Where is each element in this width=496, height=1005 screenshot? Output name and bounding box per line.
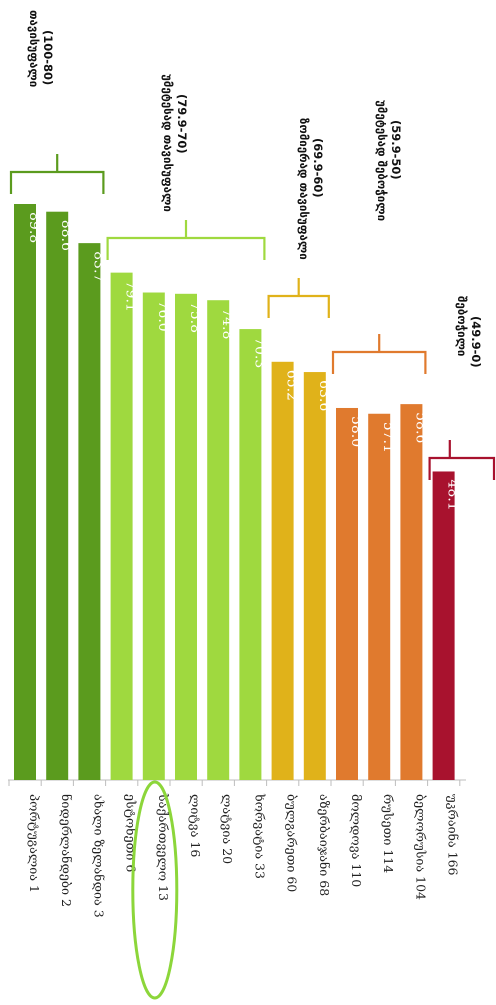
bar-4 xyxy=(110,272,133,780)
value-label-10: 63.6 xyxy=(316,380,332,411)
value-label-4: 79.1 xyxy=(123,281,139,312)
group-name: შებოჭილი xyxy=(455,296,469,356)
group-bracket-3 xyxy=(267,294,330,318)
group-name: უმეტესად შებოჭილი xyxy=(375,100,389,221)
category-label-7: ლატვია 20 xyxy=(220,794,235,864)
category-label-9: ბულგარეთი 60 xyxy=(285,794,300,892)
group-bracket-4 xyxy=(331,350,427,374)
value-label-6: 75.8 xyxy=(187,302,203,333)
value-label-13: 58.6 xyxy=(412,412,428,443)
bar-10 xyxy=(303,372,326,780)
group-range: (100-80) xyxy=(41,30,55,85)
group-name: თავისუფალი xyxy=(27,10,41,87)
highlight-ellipse xyxy=(131,780,179,1000)
group-range: (69.9-60) xyxy=(311,138,325,198)
category-label-5: საქართველო 13 xyxy=(156,793,171,901)
category-label-11: მოლდოვა 110 xyxy=(349,794,364,887)
category-label-1: პორტუგალია 1 xyxy=(27,794,42,893)
category-label-3: ახალი ზელანდია 3 xyxy=(91,794,106,918)
value-label-7: 74.8 xyxy=(219,308,235,339)
group-range: (59.9-50) xyxy=(389,120,403,180)
group-label-2: უმეტესად თავისუფალი(79.9-70) xyxy=(161,74,189,212)
category-label-6: ლიტვა 16 xyxy=(188,794,203,857)
category-label-12: რუსეთი 114 xyxy=(381,794,396,873)
group-name: უმეტესად თავისუფალი xyxy=(161,74,175,212)
value-label-11: 58.0 xyxy=(348,416,364,447)
category-label-8: ხორვატია 33 xyxy=(252,793,267,879)
bar-9 xyxy=(271,361,294,780)
value-label-1: 89.8 xyxy=(26,212,42,243)
bar-11 xyxy=(336,407,358,780)
bar-8 xyxy=(239,329,262,780)
category-label-2: ნიდერლანდები 2 xyxy=(59,794,74,907)
category-label-10: აზერბაიჯანი 68 xyxy=(317,794,332,896)
group-bracket-2 xyxy=(106,236,266,260)
bar-13 xyxy=(400,404,423,780)
bar-5 xyxy=(142,292,165,780)
group-label-1: თავისუფალი(100-80) xyxy=(27,10,55,87)
group-bracket-5 xyxy=(428,456,496,480)
value-label-3: 83.7 xyxy=(90,251,106,282)
value-label-5: 76.0 xyxy=(155,301,171,332)
category-label-13: ბელორუსია 104 xyxy=(413,794,428,900)
bar-12 xyxy=(368,413,391,780)
group-label-4: უმეტესად შებოჭილი(59.9-50) xyxy=(375,100,403,221)
value-label-9: 65.2 xyxy=(284,370,300,401)
group-range: (49.9-0) xyxy=(469,316,483,368)
category-label-14: უკრაინა 166 xyxy=(446,794,461,876)
bar-7 xyxy=(207,300,230,780)
bar-3 xyxy=(78,243,101,780)
group-name: ზომიერად თავისუფალი xyxy=(297,118,311,260)
value-label-2: 88.6 xyxy=(58,220,74,251)
bar-2 xyxy=(46,211,69,781)
value-label-8: 70.3 xyxy=(251,337,267,368)
group-label-3: ზომიერად თავისუფალი(69.9-60) xyxy=(297,118,325,260)
bar-14 xyxy=(432,471,455,780)
bar-6 xyxy=(175,293,197,780)
group-label-5: შებოჭილი(49.9-0) xyxy=(455,296,483,368)
bar-1 xyxy=(14,204,36,780)
value-label-14: 48.1 xyxy=(445,479,461,510)
group-bracket-1 xyxy=(9,170,105,194)
value-label-12: 57.1 xyxy=(380,422,396,453)
group-range: (79.9-70) xyxy=(175,94,189,154)
